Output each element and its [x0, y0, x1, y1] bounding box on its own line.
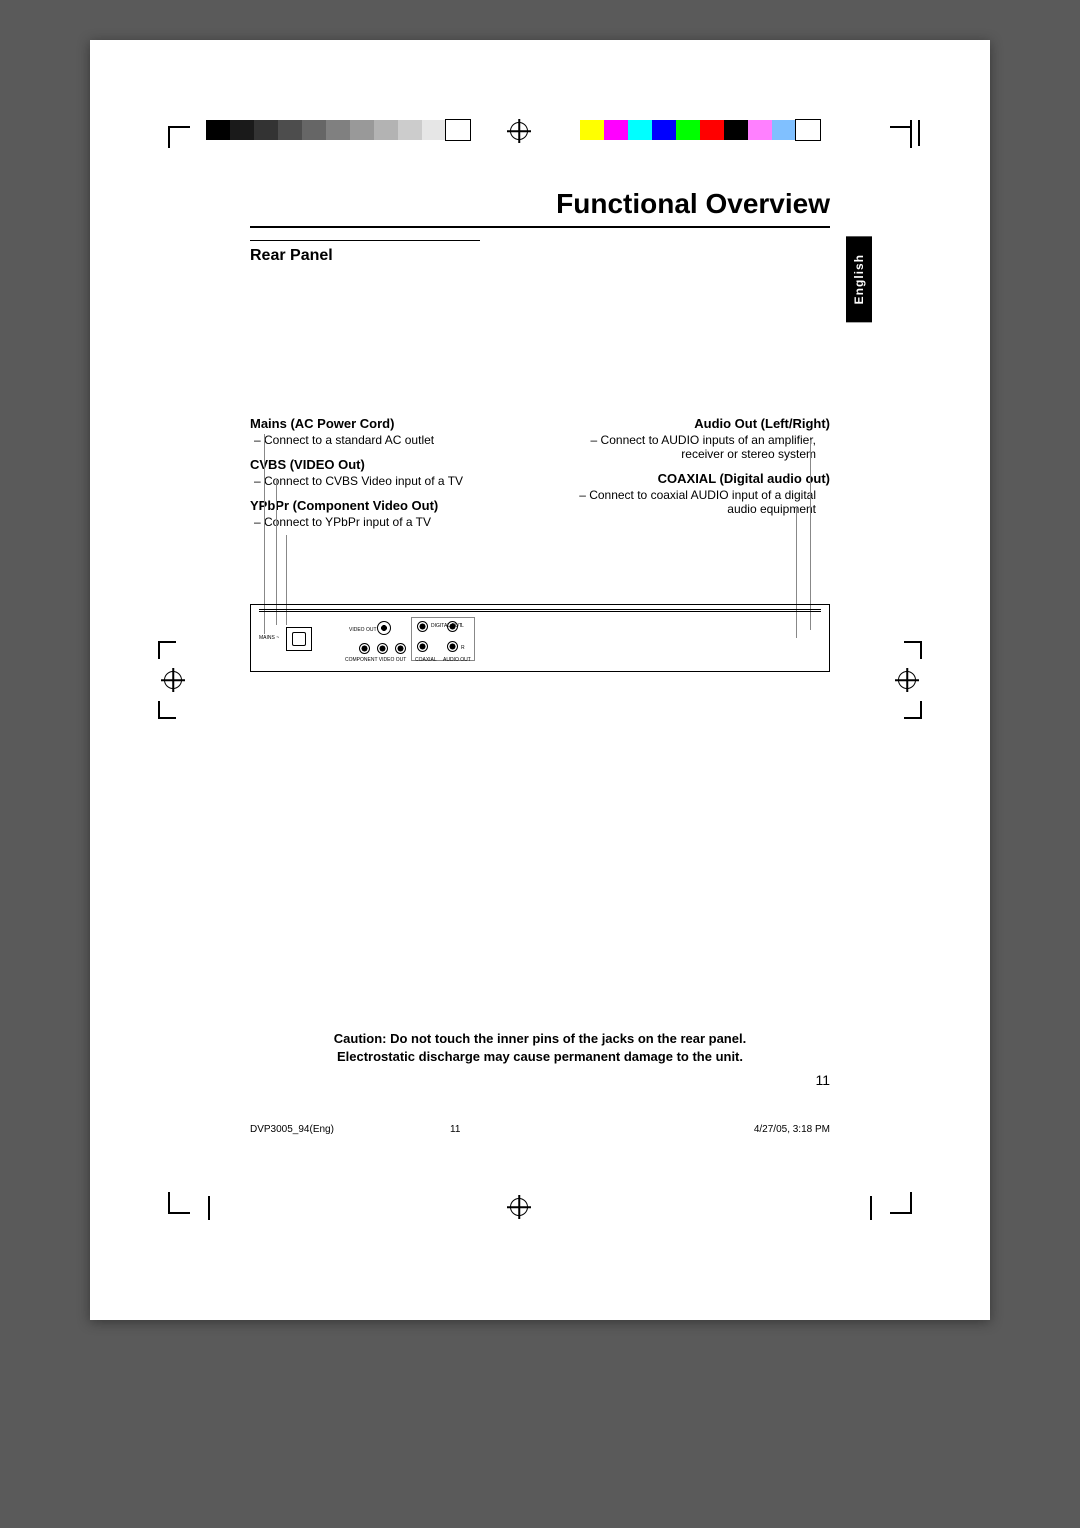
callout-body: – Connect to coaxial AUDIO input of a di… [570, 488, 816, 516]
swatch [278, 120, 302, 140]
callout: Mains (AC Power Cord) – Connect to a stan… [250, 416, 540, 447]
footer-doc: DVP3005_94(Eng) [250, 1124, 334, 1135]
swatch [350, 120, 374, 140]
manual-page: English Functional Overview Rear Panel M… [90, 40, 990, 1320]
mains-label: MAINS ~ [259, 635, 279, 641]
footer-page: 11 [450, 1124, 460, 1135]
swatch [230, 120, 254, 140]
printer-marks-bottom [90, 1184, 990, 1214]
tick-mark [208, 1196, 210, 1220]
section-heading: Rear Panel [250, 247, 830, 265]
page-title: Functional Overview [250, 188, 830, 228]
callout: CVBS (VIDEO Out) – Connect to CVBS Video … [250, 457, 540, 488]
slit-marks [910, 120, 920, 146]
callout-body: – Connect to YPbPr input of a TV [264, 515, 540, 529]
swatch [254, 120, 278, 140]
component-label: COMPONENT VIDEO OUT [345, 657, 406, 663]
grayscale-bar [206, 120, 470, 140]
mains-socket-icon [286, 627, 312, 651]
swatch [398, 120, 422, 140]
registration-right [898, 671, 916, 689]
callout: Audio Out (Left/Right) – Connect to AUDIO… [570, 416, 830, 461]
swatch [446, 120, 470, 140]
printer-marks-top [90, 126, 990, 156]
callout-body: – Connect to CVBS Video input of a TV [264, 474, 540, 488]
r-label: R [461, 645, 465, 651]
swatch [326, 120, 350, 140]
jack-icon [447, 641, 458, 652]
callouts-left: Mains (AC Power Cord) – Connect to a stan… [250, 416, 540, 539]
caution-line: Caution: Do not touch the inner pins of … [250, 1030, 830, 1048]
swatch [652, 120, 676, 140]
jack-icon [395, 643, 406, 654]
registration-mark-icon [510, 1198, 528, 1216]
caution-line: Electrostatic discharge may cause perman… [250, 1048, 830, 1066]
crop-mark [890, 126, 912, 148]
registration-mark-icon [510, 122, 528, 140]
swatch [604, 120, 628, 140]
swatch [700, 120, 724, 140]
jack-icon [417, 641, 428, 652]
callouts-right: Audio Out (Left/Right) – Connect to AUDIO… [570, 416, 830, 526]
callout-body: – Connect to a standard AC outlet [264, 433, 540, 447]
caution-text: Caution: Do not touch the inner pins of … [250, 1030, 830, 1065]
audio-out-label: AUDIO OUT [443, 657, 471, 663]
callout: YPbPr (Component Video Out) – Connect to … [250, 498, 540, 529]
cvbs-jack-icon [377, 621, 391, 635]
callout-heading: Audio Out (Left/Right) [570, 416, 830, 431]
page-number: 11 [815, 1072, 830, 1088]
crop-mark [168, 1192, 190, 1214]
tick-mark [870, 1196, 872, 1220]
callout-heading: CVBS (VIDEO Out) [250, 457, 540, 472]
swatch [302, 120, 326, 140]
footer-timestamp: 4/27/05, 3:18 PM [754, 1124, 830, 1135]
rear-panel-diagram: MAINS ~ VIDEO OUT COMPONENT VIDEO OUT DI… [250, 604, 830, 672]
swatch [374, 120, 398, 140]
swatch [772, 120, 796, 140]
registration-left [164, 671, 182, 689]
registration-mark-icon [164, 671, 182, 689]
swatch [676, 120, 700, 140]
panel-stripe [259, 609, 821, 612]
swatch [628, 120, 652, 140]
content-area: Functional Overview Rear Panel [250, 188, 830, 1170]
language-tab: English [846, 236, 872, 322]
swatch [748, 120, 772, 140]
callout-body: – Connect to AUDIO inputs of an amplifie… [570, 433, 816, 461]
callout-heading: YPbPr (Component Video Out) [250, 498, 540, 513]
l-label: L [461, 623, 464, 629]
swatch [724, 120, 748, 140]
registration-mark-icon [898, 671, 916, 689]
swatch [206, 120, 230, 140]
callout-heading: COAXIAL (Digital audio out) [570, 471, 830, 486]
lead-line [810, 440, 811, 630]
jack-icon [359, 643, 370, 654]
jack-icon [447, 621, 458, 632]
jack-icon [417, 621, 428, 632]
section-rule [250, 240, 480, 241]
color-bar [580, 120, 820, 140]
swatch [580, 120, 604, 140]
video-out-label: VIDEO OUT [349, 627, 377, 633]
crop-mark [890, 1192, 912, 1214]
coaxial-label: COAXIAL [415, 657, 437, 663]
swatch [422, 120, 446, 140]
swatch [796, 120, 820, 140]
footer-meta: DVP3005_94(Eng) 11 4/27/05, 3:18 PM [250, 1124, 830, 1135]
callout-heading: Mains (AC Power Cord) [250, 416, 540, 431]
callout: COAXIAL (Digital audio out) – Connect to … [570, 471, 830, 516]
crop-mark [168, 126, 190, 148]
jack-icon [377, 643, 388, 654]
